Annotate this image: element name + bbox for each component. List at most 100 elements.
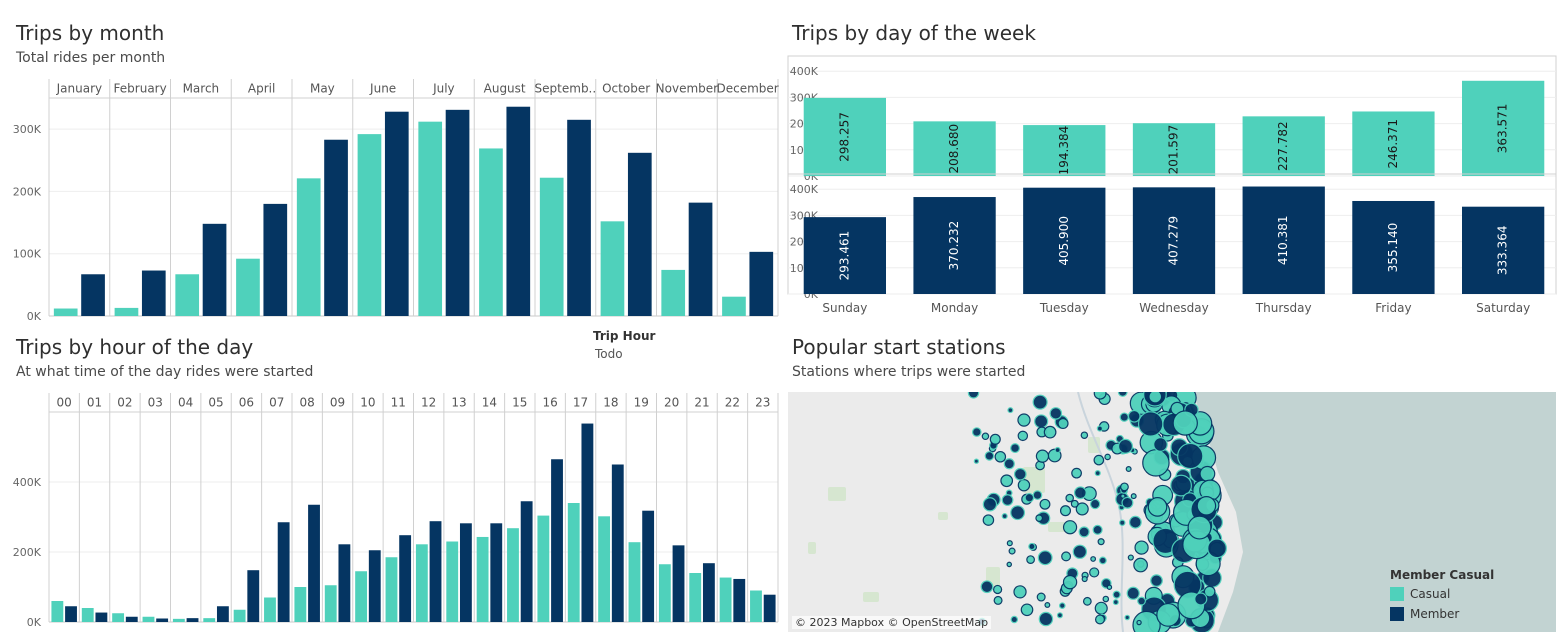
member-bar: [1462, 206, 1545, 294]
casual-bar: [233, 609, 246, 622]
casual-station-marker: [1106, 584, 1113, 590]
category-header: 04: [178, 396, 193, 410]
member-station-marker: [1089, 498, 1101, 510]
casual-station-marker: [1017, 430, 1029, 442]
casual-bar: [803, 97, 886, 176]
member-station-marker: [1153, 437, 1168, 452]
start-stations-map[interactable]: © 2023 Mapbox © OpenStreetMap: [788, 392, 1556, 632]
casual-station-marker: [1006, 540, 1013, 547]
category-header: 00: [57, 396, 72, 410]
x-tick-label: Tuesday: [1039, 301, 1089, 315]
casual-station-marker: [1090, 556, 1097, 562]
bar-data-label: 201.597: [1167, 125, 1181, 175]
casual-station-marker: [1093, 454, 1105, 466]
category-header: 07: [269, 396, 284, 410]
hour-chart[interactable]: 0K 200K 400K 00 01 02 03 04 05 06 07 08 09 10 11 12 13 14…: [0, 390, 782, 640]
casual-station-marker: [1120, 482, 1129, 492]
y-tick-label: 100K: [13, 248, 42, 261]
member-station-marker: [1092, 524, 1103, 535]
casual-swatch: [1390, 587, 1404, 601]
casual-station-marker: [1142, 449, 1170, 477]
casual-bar: [357, 134, 382, 316]
bar-data-label: 246.371: [1386, 119, 1400, 169]
legend-item-member[interactable]: Member: [1390, 604, 1494, 624]
casual-station-marker: [1017, 478, 1031, 492]
category-header: 22: [725, 396, 740, 410]
member-bar: [733, 578, 746, 622]
category-header: 13: [451, 396, 466, 410]
casual-bar: [1242, 116, 1325, 176]
casual-station-marker: [1097, 538, 1105, 546]
month-chart[interactable]: 0K 100K 200K 300K January February March April M…: [0, 76, 782, 321]
casual-bar: [598, 516, 611, 622]
member-station-marker: [1137, 596, 1146, 606]
category-header: 21: [694, 396, 709, 410]
member-station-marker: [1121, 496, 1134, 509]
casual-bar: [1352, 111, 1435, 176]
member-station-marker: [1194, 592, 1208, 606]
category-header: June: [369, 82, 396, 96]
member-station-marker: [1034, 414, 1049, 429]
casual-station-marker: [993, 595, 1003, 605]
map-legend: Member Casual Casual Member: [1390, 568, 1494, 624]
bar-data-label: 293.461: [837, 231, 851, 281]
casual-station-marker: [1035, 514, 1044, 522]
y-tick-label: 0K: [27, 616, 42, 629]
legend-item-casual[interactable]: Casual: [1390, 584, 1494, 604]
category-header: 14: [482, 396, 497, 410]
member-bar: [263, 203, 288, 316]
y-tick-label: 400K: [13, 476, 42, 489]
member-station-marker: [1056, 612, 1064, 619]
member-swatch: [1390, 607, 1404, 621]
member-bar: [308, 504, 320, 622]
casual-station-marker: [1147, 497, 1168, 517]
casual-bar: [658, 564, 671, 622]
trip-hour-filter-value[interactable]: Todo: [595, 347, 623, 361]
casual-station-marker: [1080, 431, 1089, 439]
y-tick-label: 200K: [13, 546, 42, 559]
casual-station-marker: [1196, 496, 1217, 516]
casual-bar: [1462, 80, 1545, 176]
casual-station-marker: [1000, 474, 1014, 488]
member-station-marker: [1124, 614, 1131, 621]
member-bar: [277, 522, 290, 622]
hour-chart-subtitle: At what time of the day rides were start…: [16, 364, 314, 380]
x-tick-label: Sunday: [822, 301, 867, 315]
member-bar: [672, 545, 685, 622]
legend-title: Member Casual: [1390, 568, 1495, 582]
map-canvas[interactable]: [788, 392, 1556, 632]
casual-bar: [296, 178, 321, 316]
casual-bar: [355, 571, 368, 622]
casual-station-marker: [994, 450, 1007, 463]
casual-station-marker: [1006, 561, 1013, 568]
member-station-marker: [1010, 505, 1026, 521]
category-header: 02: [117, 396, 132, 410]
casual-station-marker: [1082, 596, 1092, 606]
casual-station-marker: [1156, 602, 1181, 627]
category-header: 23: [755, 396, 770, 410]
map-title: Popular start stations: [792, 335, 1006, 359]
member-station-marker: [1170, 474, 1192, 497]
y-tick-label: 200K: [13, 185, 42, 198]
member-station-marker: [1112, 599, 1119, 606]
bar-data-label: 355.140: [1386, 223, 1400, 273]
member-bar: [688, 202, 713, 316]
casual-station-marker: [1120, 493, 1126, 499]
member-bar: [1132, 187, 1216, 294]
category-header: October: [602, 82, 650, 96]
member-station-marker: [1038, 611, 1054, 627]
week-chart[interactable]: 0K100K200K300K400K298.257208.680194.3842…: [778, 54, 1567, 322]
casual-bar: [750, 590, 762, 622]
map-attribution[interactable]: © 2023 Mapbox © OpenStreetMap: [792, 616, 992, 629]
casual-station-marker: [1136, 619, 1142, 626]
member-station-marker: [1032, 490, 1043, 500]
member-station-marker: [1150, 574, 1163, 587]
x-tick-label: Monday: [931, 301, 978, 315]
member-station-marker: [1112, 590, 1121, 599]
casual-station-marker: [1104, 453, 1111, 461]
member-station-marker: [1010, 615, 1019, 624]
member-bar: [384, 111, 409, 317]
trip-hour-filter-label: Trip Hour: [593, 329, 656, 343]
casual-bar: [1023, 125, 1106, 176]
bar-data-label: 208.680: [947, 124, 961, 174]
